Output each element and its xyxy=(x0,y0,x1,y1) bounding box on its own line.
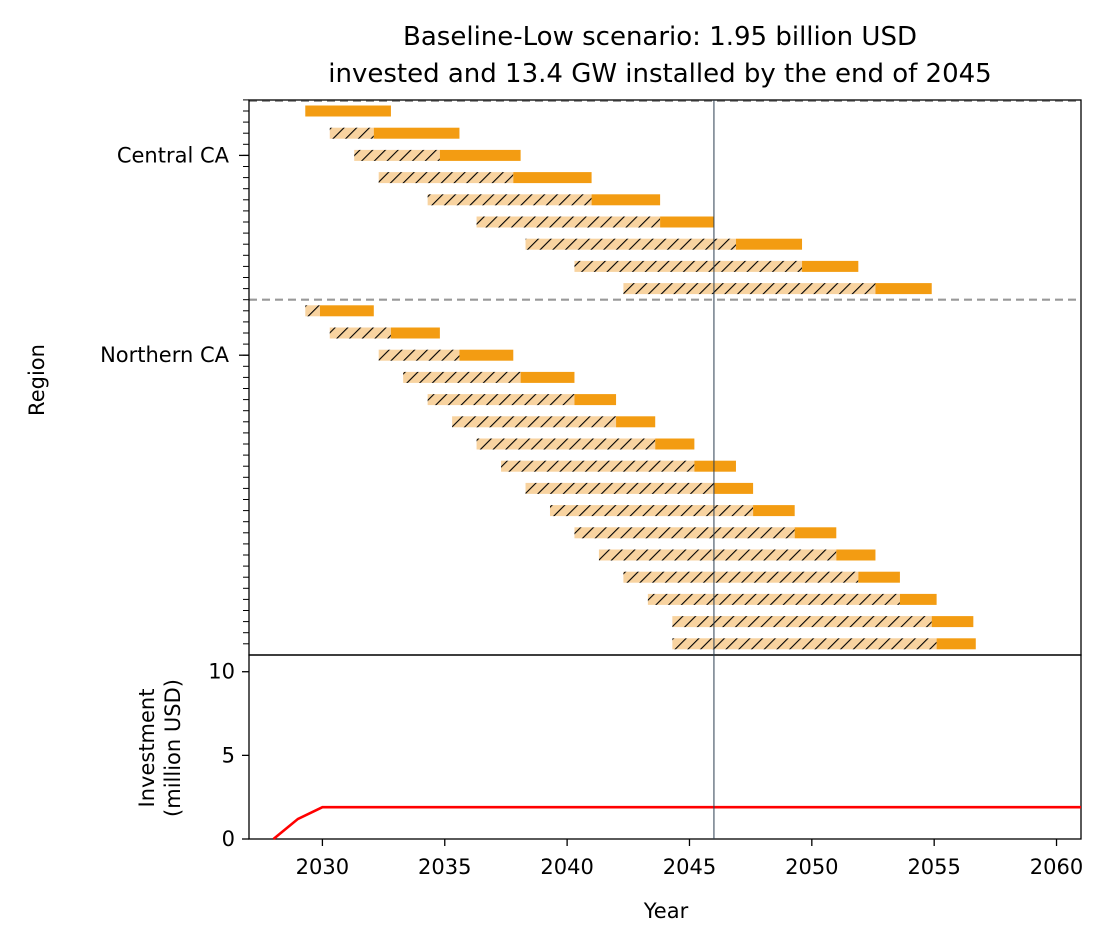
construction-bar xyxy=(647,593,900,605)
investment-line xyxy=(272,805,1081,841)
build-bar xyxy=(513,172,592,184)
construction-bar xyxy=(623,283,876,295)
investment-frame xyxy=(248,654,1082,840)
build-bar xyxy=(660,216,714,228)
build-bar xyxy=(875,283,932,295)
x-tick-label: 2035 xyxy=(418,855,471,879)
construction-bar xyxy=(476,216,661,228)
construction-bar xyxy=(305,305,320,317)
build-bar xyxy=(858,571,900,583)
chart-title: Baseline-Low scenario: 1.95 billion USD … xyxy=(328,22,991,89)
build-bar xyxy=(591,194,661,206)
construction-bar xyxy=(574,260,803,272)
construction-bar xyxy=(403,371,521,383)
construction-bar xyxy=(623,571,859,583)
y-tick-label: 5 xyxy=(222,743,235,767)
build-bar xyxy=(931,616,974,628)
construction-bar xyxy=(452,416,617,428)
build-bar xyxy=(616,416,656,428)
title-line-2: invested and 13.4 GW installed by the en… xyxy=(328,59,991,89)
build-bar xyxy=(574,394,617,406)
build-bar xyxy=(655,438,695,450)
x-tick-label: 2030 xyxy=(296,855,349,879)
gantt-panel: Central CA Northern CA xyxy=(100,99,1082,656)
y-tick-label: 0 xyxy=(222,827,235,851)
construction-bar xyxy=(378,172,514,184)
x-tick-label: 2045 xyxy=(663,855,716,879)
title-line-1: Baseline-Low scenario: 1.95 billion USD xyxy=(403,22,917,52)
build-bar xyxy=(753,505,795,517)
build-bar xyxy=(305,105,391,117)
build-bar xyxy=(520,371,575,383)
x-axis-label: Year xyxy=(643,899,689,923)
construction-bar xyxy=(549,505,754,517)
build-bar xyxy=(439,149,521,161)
build-bar xyxy=(836,549,876,561)
construction-bar xyxy=(329,327,391,339)
construction-bar xyxy=(378,349,460,361)
x-tick-label: 2050 xyxy=(785,855,838,879)
construction-bar xyxy=(501,460,695,472)
construction-bar xyxy=(525,482,714,494)
construction-bar xyxy=(672,638,937,650)
construction-bar xyxy=(476,438,656,450)
build-bar xyxy=(694,460,736,472)
construction-bar xyxy=(598,549,837,561)
construction-bar xyxy=(427,394,575,406)
build-bar xyxy=(390,327,440,339)
y-axis-label-investment-line1: Investment xyxy=(135,689,159,808)
construction-bar xyxy=(574,527,795,539)
construction-bar xyxy=(427,194,592,206)
investment-panel: 0 5 10 2030 2035 2040 2045 2050 2055 2060 xyxy=(208,654,1083,879)
y-tick-label: 10 xyxy=(208,660,235,684)
build-bar xyxy=(735,238,803,250)
build-bar xyxy=(713,482,754,494)
y-axis-label-region: Region xyxy=(25,344,49,416)
build-bar xyxy=(794,527,837,539)
build-bar xyxy=(802,260,859,272)
construction-bar xyxy=(672,616,932,628)
build-bar xyxy=(459,349,514,361)
construction-bar xyxy=(329,127,374,139)
region-label: Northern CA xyxy=(100,343,230,367)
build-bar xyxy=(373,127,460,139)
construction-bar xyxy=(525,238,736,250)
build-bar xyxy=(936,638,976,650)
build-bar xyxy=(899,593,937,605)
x-tick-label: 2040 xyxy=(540,855,593,879)
build-bar xyxy=(319,305,374,317)
region-label: Central CA xyxy=(117,143,230,167)
x-tick-label: 2055 xyxy=(907,855,960,879)
x-tick-label: 2060 xyxy=(1030,855,1083,879)
y-axis-label-investment-line2: (million USD) xyxy=(161,679,185,817)
construction-bar xyxy=(354,149,440,161)
